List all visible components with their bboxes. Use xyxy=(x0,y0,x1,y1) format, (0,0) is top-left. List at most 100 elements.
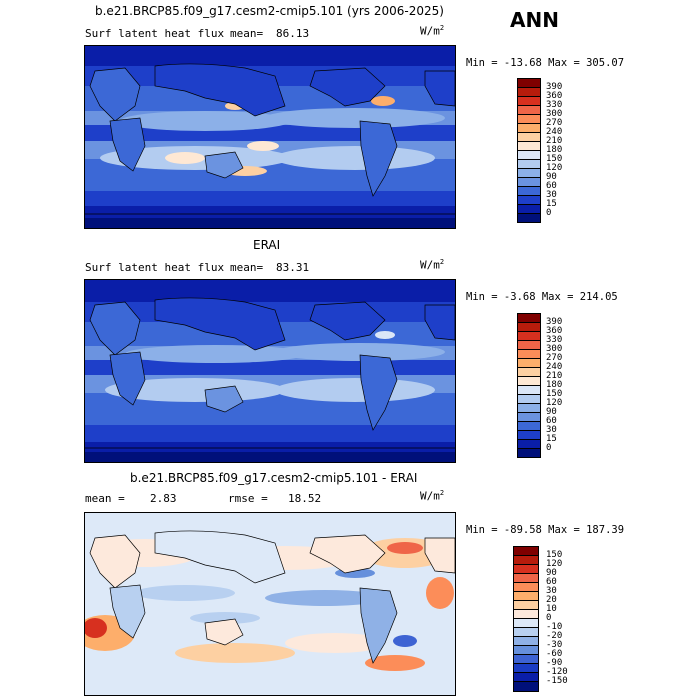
panel3-level: 120 xyxy=(546,559,563,569)
panel2-level: 240 xyxy=(546,362,563,372)
panel2-swatch xyxy=(518,368,540,377)
panel1-units: W/m2 xyxy=(420,24,445,38)
season-label: ANN xyxy=(510,8,559,32)
panel3-swatch xyxy=(514,682,538,691)
panel3-level: -90 xyxy=(546,658,563,668)
panel3-level: 0 xyxy=(546,613,552,623)
panel1-level: 30 xyxy=(546,190,557,200)
panel1-level: 180 xyxy=(546,145,563,155)
panel3-swatch xyxy=(514,610,538,619)
panel3-colorbar xyxy=(513,546,539,692)
panel1-variable: Surf latent heat flux xyxy=(85,27,225,40)
panel2-minmax: Min = -3.68 Max = 214.05 xyxy=(466,291,618,303)
panel2-variable: Surf latent heat flux xyxy=(85,261,225,274)
panel2-colorbar xyxy=(517,313,541,458)
panel3-level: -120 xyxy=(546,667,568,677)
panel2-swatch xyxy=(518,386,540,395)
panel2-swatch xyxy=(518,422,540,431)
panel3-swatch xyxy=(514,655,538,664)
panel2-swatch xyxy=(518,404,540,413)
panel1-level: 60 xyxy=(546,181,557,191)
panel3-level: 10 xyxy=(546,604,557,614)
panel3-units: W/m2 xyxy=(420,489,445,503)
panel2-swatch xyxy=(518,431,540,440)
panel1-swatch xyxy=(518,187,540,196)
panel2-swatch xyxy=(518,395,540,404)
panel2-level: 0 xyxy=(546,443,552,453)
panel3-swatch xyxy=(514,646,538,655)
panel3-level: 150 xyxy=(546,550,563,560)
panel2-units: W/m2 xyxy=(420,258,445,272)
panel1-swatch xyxy=(518,169,540,178)
panel1-swatch xyxy=(518,97,540,106)
panel1-swatch xyxy=(518,151,540,160)
panel1-minmax: Min = -13.68 Max = 305.07 xyxy=(466,57,625,69)
panel1-level: 15 xyxy=(546,199,557,209)
panel2-level: 120 xyxy=(546,398,563,408)
panel2-level: 60 xyxy=(546,416,557,426)
panel2-level: 15 xyxy=(546,434,557,444)
panel2-level: 150 xyxy=(546,389,563,399)
panel3-swatch xyxy=(514,583,538,592)
panel3-title: b.e21.BRCP85.f09_g17.cesm2-cmip5.101 - E… xyxy=(130,471,418,485)
panel3-level: 90 xyxy=(546,568,557,578)
panel1-swatch xyxy=(518,106,540,115)
panel1-level: 270 xyxy=(546,118,563,128)
panel2-swatch xyxy=(518,314,540,323)
panel3-swatch xyxy=(514,574,538,583)
panel1-swatch xyxy=(518,79,540,88)
panel3-level: 20 xyxy=(546,595,557,605)
panel1-mean-label: mean= xyxy=(230,27,264,40)
panel2-level: 180 xyxy=(546,380,563,390)
panel3-swatch xyxy=(514,565,538,574)
panel1-title: b.e21.BRCP85.f09_g17.cesm2-cmip5.101 (yr… xyxy=(95,4,444,18)
panel3-rmse-value: 18.52 xyxy=(288,492,322,505)
panel2-level: 270 xyxy=(546,353,563,363)
panel1-swatch xyxy=(518,178,540,187)
panel2-mean-label: mean= xyxy=(230,261,264,274)
panel2-swatch xyxy=(518,413,540,422)
panel1-mean-value: 86.13 xyxy=(276,27,310,40)
panel3-minmax: Min = -89.58 Max = 187.39 xyxy=(466,524,625,536)
panel3-swatch xyxy=(514,637,538,646)
panel2-swatch xyxy=(518,323,540,332)
panel3-swatch xyxy=(514,547,538,556)
panel2-swatch xyxy=(518,341,540,350)
panel3-level: -10 xyxy=(546,622,563,632)
panel3-mean-label: mean = xyxy=(85,492,125,505)
panel2-level: 210 xyxy=(546,371,563,381)
panel3-swatch xyxy=(514,628,538,637)
panel2-mean-value: 83.31 xyxy=(276,261,310,274)
panel1-map xyxy=(84,45,456,229)
panel2-swatch xyxy=(518,377,540,386)
panel1-swatch xyxy=(518,142,540,151)
panel2-level: 300 xyxy=(546,344,563,354)
panel2-swatch xyxy=(518,350,540,359)
panel3-level: -150 xyxy=(546,676,568,686)
panel3-swatch xyxy=(514,619,538,628)
panel1-level: 150 xyxy=(546,154,563,164)
panel2-level: 360 xyxy=(546,326,563,336)
panel3-level: 60 xyxy=(546,577,557,587)
panel3-level: -30 xyxy=(546,640,563,650)
panel3-rmse-label: rmse = xyxy=(228,492,268,505)
panel1-swatch xyxy=(518,214,540,222)
panel1-level: 390 xyxy=(546,82,563,92)
panel3-swatch xyxy=(514,601,538,610)
panel1-level: 300 xyxy=(546,109,563,119)
panel2-level: 390 xyxy=(546,317,563,327)
panel1-level: 330 xyxy=(546,100,563,110)
panel1-swatch xyxy=(518,124,540,133)
panel3-level: -20 xyxy=(546,631,563,641)
panel2-swatch xyxy=(518,440,540,449)
panel1-swatch xyxy=(518,115,540,124)
panel1-swatch xyxy=(518,205,540,214)
panel3-map xyxy=(84,512,456,696)
panel1-level: 240 xyxy=(546,127,563,137)
panel2-swatch xyxy=(518,449,540,457)
panel3-level: 30 xyxy=(546,586,557,596)
panel2-level: 90 xyxy=(546,407,557,417)
panel1-swatch xyxy=(518,160,540,169)
panel2-map xyxy=(84,279,456,463)
panel1-swatch xyxy=(518,88,540,97)
